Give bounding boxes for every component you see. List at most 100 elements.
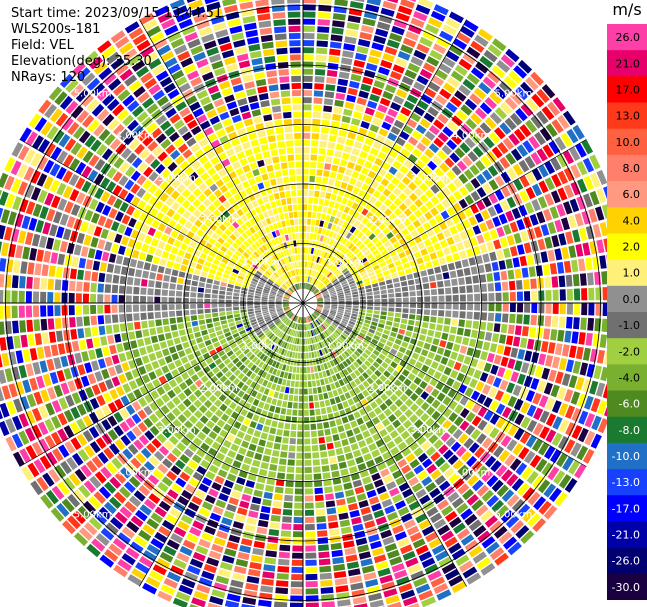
velocity-gate: [324, 260, 330, 267]
velocity-gate: [127, 100, 140, 112]
velocity-gate: [348, 208, 355, 216]
velocity-gate: [193, 269, 201, 276]
velocity-gate: [240, 312, 248, 317]
velocity-gate: [150, 512, 163, 524]
velocity-gate: [473, 87, 487, 100]
velocity-gate: [6, 400, 17, 416]
velocity-gate: [222, 175, 231, 184]
velocity-gate: [283, 300, 289, 302]
velocity-gate: [148, 196, 158, 206]
velocity-gate: [143, 461, 155, 472]
velocity-gate: [97, 40, 112, 54]
velocity-gate: [268, 306, 275, 309]
velocity-gate: [93, 491, 107, 504]
velocity-gate: [209, 223, 218, 232]
velocity-gate: [521, 466, 533, 480]
velocity-gate: [184, 220, 193, 230]
velocity-gate: [102, 93, 115, 107]
velocity-gate: [219, 311, 226, 317]
velocity-gate: [327, 222, 333, 230]
velocity-gate: [550, 329, 558, 341]
velocity-gate: [387, 312, 394, 317]
velocity-gate: [288, 394, 294, 402]
velocity-gate: [369, 49, 382, 58]
velocity-gate: [380, 315, 387, 320]
velocity-gate: [347, 323, 354, 328]
velocity-gate: [477, 330, 486, 340]
velocity-gate: [218, 492, 229, 502]
velocity-gate: [266, 396, 273, 404]
velocity-gate: [58, 133, 71, 148]
velocity-gate: [221, 277, 229, 283]
velocity-gate: [350, 582, 364, 591]
velocity-gate: [306, 359, 310, 366]
velocity-gate: [406, 118, 418, 129]
velocity-gate: [336, 592, 350, 600]
velocity-gate: [448, 11, 464, 24]
velocity-gate: [233, 296, 239, 300]
velocity-gate: [463, 239, 471, 249]
velocity-gate: [578, 227, 588, 241]
velocity-gate: [368, 328, 376, 334]
velocity-gate: [37, 421, 49, 436]
velocity-gate: [262, 498, 272, 507]
velocity-gate: [396, 365, 404, 373]
velocity-gate: [319, 400, 325, 408]
velocity-gate: [362, 260, 370, 267]
velocity-gate: [437, 524, 451, 536]
velocity-gate: [175, 101, 187, 112]
velocity-gate: [118, 245, 126, 255]
velocity-gate: [463, 328, 471, 337]
velocity-gate: [70, 329, 78, 340]
velocity-gate: [303, 367, 307, 374]
velocity-gate: [359, 150, 368, 159]
velocity-gate: [318, 349, 323, 356]
velocity-gate: [253, 215, 261, 223]
velocity-gate: [142, 179, 152, 190]
velocity-gate: [465, 411, 476, 423]
velocity-gate: [75, 161, 87, 175]
velocity-gate: [243, 486, 254, 495]
velocity-gate: [25, 305, 33, 318]
velocity-gate: [417, 370, 426, 379]
velocity-gate: [495, 292, 502, 302]
velocity-gate: [312, 313, 317, 319]
velocity-gate: [343, 341, 350, 348]
velocity-gate: [479, 372, 489, 383]
velocity-gate: [163, 82, 176, 94]
velocity-gate: [366, 527, 378, 536]
velocity-gate: [525, 119, 538, 133]
velocity-gate: [113, 265, 122, 274]
velocity-gate: [86, 460, 98, 473]
velocity-gate: [0, 289, 4, 303]
velocity-gate: [287, 312, 293, 317]
velocity-gate: [408, 136, 419, 146]
velocity-gate: [554, 136, 567, 151]
velocity-gate: [161, 18, 176, 30]
velocity-gate: [25, 201, 36, 215]
velocity-gate: [126, 322, 134, 331]
velocity-gate: [205, 313, 212, 319]
velocity-gate: [391, 563, 405, 573]
velocity-gate: [224, 191, 232, 199]
velocity-gate: [168, 63, 181, 75]
velocity-gate: [444, 157, 455, 168]
velocity-gate: [0, 241, 3, 254]
velocity-gate: [149, 425, 160, 436]
velocity-gate: [533, 422, 544, 436]
velocity-gate: [232, 346, 240, 353]
velocity-gate: [324, 338, 330, 345]
velocity-gate: [48, 468, 61, 483]
velocity-gate: [506, 439, 518, 452]
velocity-gate: [295, 283, 299, 290]
velocity-gate: [206, 344, 214, 351]
velocity-gate: [339, 371, 346, 378]
velocity-gate: [198, 538, 211, 549]
velocity-gate: [345, 307, 352, 311]
velocity-gate: [548, 140, 561, 155]
velocity-gate: [253, 224, 260, 232]
velocity-gate: [403, 336, 411, 343]
velocity-gate: [366, 295, 373, 299]
velocity-gate: [151, 360, 160, 370]
velocity-gate: [328, 376, 334, 383]
